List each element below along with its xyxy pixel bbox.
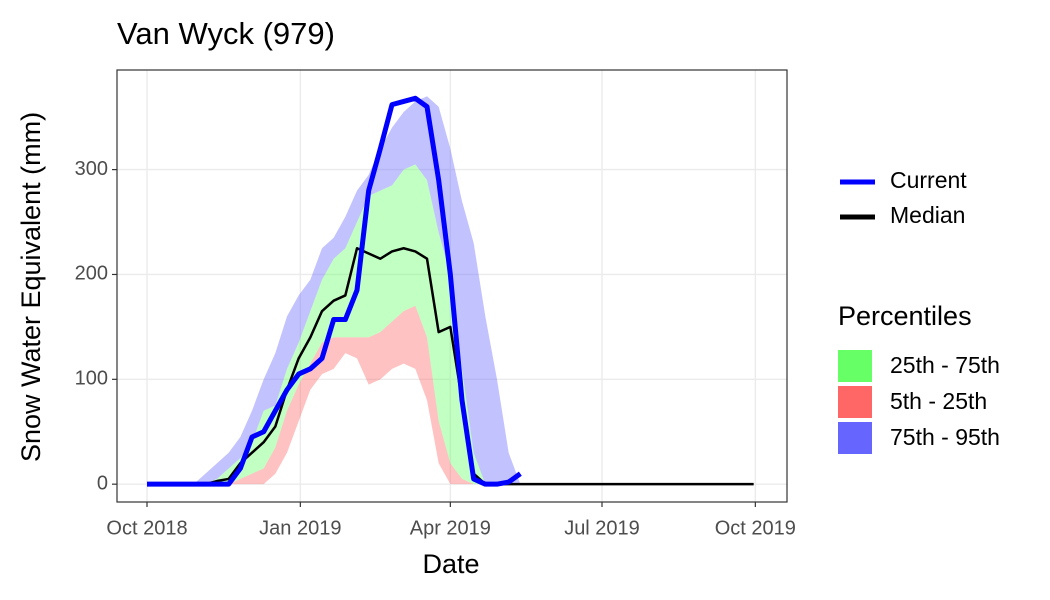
y-tick-label: 100 <box>75 368 108 390</box>
percentile-band <box>147 96 754 485</box>
x-axis-label: Date <box>422 549 479 579</box>
series-line <box>147 95 522 487</box>
y-axis-label: Snow Water Equivalent (mm) <box>16 112 46 462</box>
x-tick-label: Oct 2019 <box>715 517 796 539</box>
legend-key <box>838 422 872 454</box>
legend-title: Percentiles <box>838 301 972 331</box>
legend-label: 25th - 75th <box>890 352 1000 378</box>
legend-label: Median <box>890 202 965 228</box>
percentile-band <box>147 164 754 485</box>
legend-label: 5th - 25th <box>890 388 987 414</box>
legend-label: Current <box>890 167 967 193</box>
legend-key <box>838 350 872 382</box>
x-tick-label: Jan 2019 <box>259 517 341 539</box>
x-tick-label: Oct 2018 <box>106 517 187 539</box>
series-line <box>147 247 754 486</box>
y-tick-label: 300 <box>75 158 108 180</box>
y-tick-label: 0 <box>97 472 108 494</box>
x-tick-label: Jul 2019 <box>564 517 640 539</box>
legend-label: 75th - 95th <box>890 424 1000 450</box>
legend-key <box>838 386 872 418</box>
x-tick-label: Apr 2019 <box>410 517 491 539</box>
y-tick-label: 200 <box>75 263 108 285</box>
plot-border <box>116 69 788 503</box>
chart-title: Van Wyck (979) <box>117 16 335 51</box>
